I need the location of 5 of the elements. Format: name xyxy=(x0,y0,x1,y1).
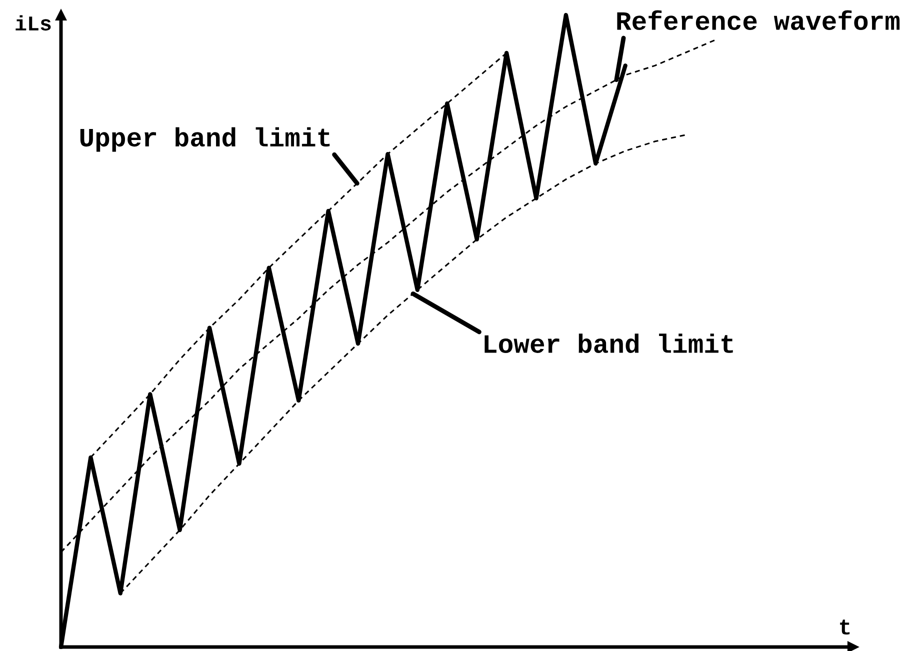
series-label: Reference waveform xyxy=(617,10,900,30)
x-axis-title: t xyxy=(840,620,850,635)
series-label: Upper band limit xyxy=(80,127,330,152)
y-axis-title: iLs xyxy=(16,15,51,31)
text: Lower band limit xyxy=(484,334,733,353)
